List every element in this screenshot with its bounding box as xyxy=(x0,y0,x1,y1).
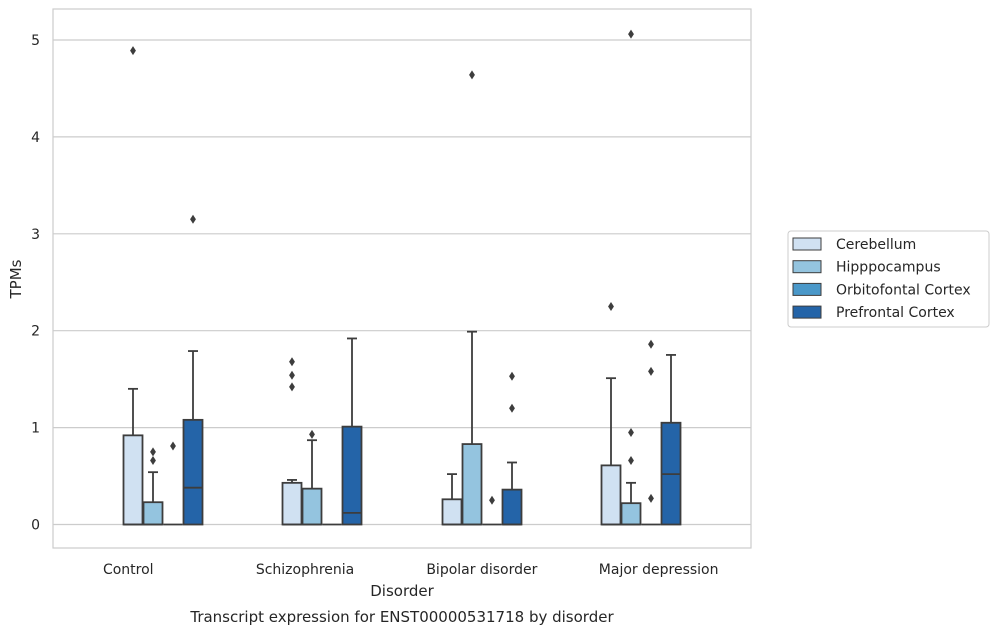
outlier-point xyxy=(469,70,475,80)
y-tick-label: 4 xyxy=(31,130,40,146)
outlier-point xyxy=(289,357,295,367)
outlier-point xyxy=(489,495,495,505)
box-prefrontal-cortex xyxy=(660,354,682,526)
outlier-point xyxy=(648,366,654,376)
box-body xyxy=(620,502,642,526)
outlier-point xyxy=(509,403,515,413)
outlier-point xyxy=(608,301,614,311)
legend-label: Hipppocampus xyxy=(836,260,941,276)
box-cerebellum xyxy=(600,301,622,526)
outlier-point xyxy=(170,441,176,451)
legend-label: Prefrontal Cortex xyxy=(836,305,955,321)
outlier-point xyxy=(628,29,634,39)
box-cerebellum xyxy=(441,473,463,526)
legend-label: Cerebellum xyxy=(836,237,916,253)
box-body xyxy=(461,443,483,526)
outlier-point xyxy=(289,382,295,392)
x-tick-labels: Control Schizophrenia Bipolar disorder Majo… xyxy=(103,562,719,578)
outlier-point xyxy=(648,339,654,349)
legend-swatch xyxy=(792,282,822,296)
box-orbitofontal-cortex xyxy=(163,441,183,526)
box-body xyxy=(600,464,622,526)
box-body xyxy=(301,487,323,526)
outlier-point xyxy=(150,456,156,466)
y-tick-label: 3 xyxy=(31,227,40,243)
y-tick-labels: 0 1 2 3 4 5 xyxy=(31,33,40,534)
y-tick-label: 2 xyxy=(31,324,40,340)
box-body xyxy=(182,418,204,526)
x-tick-label: Major depression xyxy=(599,562,719,578)
outlier-point xyxy=(150,447,156,457)
legend-swatch xyxy=(792,305,822,319)
box-body xyxy=(142,501,164,526)
box-prefrontal-cortex xyxy=(501,371,523,526)
x-tick-label: Control xyxy=(103,562,154,578)
outlier-point xyxy=(509,371,515,381)
box-prefrontal-cortex xyxy=(182,214,204,526)
box-body xyxy=(501,488,523,526)
box-prefrontal-cortex xyxy=(341,337,363,526)
box-cerebellum xyxy=(122,46,144,526)
y-tick-label: 0 xyxy=(31,518,40,534)
x-tick-label: Schizophrenia xyxy=(256,562,354,578)
legend-swatch xyxy=(792,237,822,251)
box-hipppocampus xyxy=(461,70,483,526)
x-tick-label: Bipolar disorder xyxy=(426,562,537,578)
box-cerebellum xyxy=(281,357,303,526)
outlier-point xyxy=(130,46,136,56)
legend-swatch xyxy=(792,260,822,274)
outlier-point xyxy=(309,429,315,439)
box-body xyxy=(341,425,363,526)
chart-caption: Transcript expression for ENST0000053171… xyxy=(189,608,614,626)
box-orbitofontal-cortex xyxy=(482,495,502,526)
outlier-point xyxy=(628,456,634,466)
box-orbitofontal-cortex xyxy=(641,339,661,526)
outlier-point xyxy=(190,214,196,224)
outlier-point xyxy=(289,370,295,380)
grid-lines xyxy=(53,39,751,526)
y-axis-label: TPMs xyxy=(7,259,25,299)
x-axis-label: Disorder xyxy=(370,582,434,600)
box-body xyxy=(122,434,144,526)
outlier-point xyxy=(648,493,654,503)
y-tick-label: 5 xyxy=(31,33,40,49)
legend-frame xyxy=(787,230,990,328)
y-tick-label: 1 xyxy=(31,421,40,437)
box-body xyxy=(281,481,303,526)
box-hipppocampus xyxy=(142,447,164,526)
outlier-point xyxy=(628,427,634,437)
box-hipppocampus xyxy=(301,429,323,526)
legend: Cerebellum Hipppocampus Orbitofontal Corte… xyxy=(787,230,990,328)
box-plot-area xyxy=(122,29,682,526)
plot-frame xyxy=(52,8,752,549)
box-hipppocampus xyxy=(620,29,642,526)
legend-label: Orbitofontal Cortex xyxy=(836,282,971,298)
box-body xyxy=(441,498,463,526)
